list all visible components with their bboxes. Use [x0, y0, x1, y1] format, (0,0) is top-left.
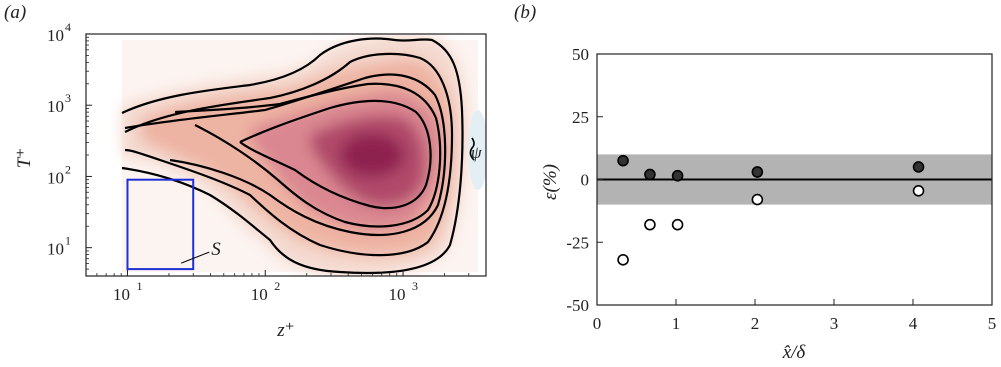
- x-tick-label-b-1: 1: [672, 314, 681, 333]
- y-tick-exp-a-2: 3: [65, 91, 71, 105]
- density-peak: [340, 133, 404, 177]
- x-tick-exp-a-1: 2: [274, 279, 280, 293]
- contour-lines: [121, 37, 464, 275]
- filled-point-3: [751, 166, 764, 178]
- annotation-psi: ψ: [471, 143, 482, 162]
- panel-a: (a) ψ: [4, 2, 487, 341]
- y-tick-label-a-1: 10: [47, 168, 64, 187]
- x-tick-label-b-4: 4: [909, 314, 918, 333]
- y-tick-exp-a-1: 2: [65, 162, 71, 176]
- panel-a-label: (a): [4, 2, 26, 23]
- y-tick-label-b-3: -25: [566, 233, 589, 252]
- x-tick-label-b-0: 0: [593, 314, 602, 333]
- y-tick-label-b-4: -50: [566, 296, 589, 315]
- data-points: [617, 154, 925, 266]
- heatmap: ψ S: [86, 34, 486, 276]
- x-tick-exp-a-2: 3: [412, 279, 418, 293]
- x-tick-label-a-1: 10: [251, 285, 268, 304]
- y-tick-exp-a-3: 4: [65, 20, 71, 34]
- region-s-box: [126, 178, 195, 271]
- x-tick-exp-a-0: 1: [136, 279, 142, 293]
- contour-outer: [121, 37, 464, 275]
- open-point-0: [617, 254, 629, 266]
- x-axis-b: 0 1 2 3 4 5: [593, 299, 997, 333]
- y-tick-label-b-2: 0: [581, 171, 590, 190]
- contour-inner: [239, 99, 432, 210]
- region-s-label: S: [211, 239, 221, 260]
- y-axis-label-a: T⁺: [14, 148, 35, 169]
- x-tick-label-b-2: 2: [751, 314, 760, 333]
- y-tick-exp-a-0: 1: [65, 234, 71, 248]
- open-point-1: [644, 218, 656, 231]
- region-s-leader: [181, 251, 210, 264]
- filled-point-2: [671, 169, 684, 182]
- open-point-2: [671, 218, 684, 231]
- y-axis-b: 50 25 0 -25 -50: [566, 45, 603, 315]
- squiggle-mark: [469, 137, 475, 161]
- contour-3: [124, 73, 447, 237]
- y-tick-label-a-3: 10: [47, 26, 64, 45]
- x-tick-label-b-5: 5: [988, 314, 997, 333]
- x-axis-label-b: x̂/δ: [782, 342, 807, 363]
- y-tick-label-b-1: 25: [572, 108, 589, 127]
- filled-point-4: [912, 161, 925, 173]
- open-point-3: [751, 193, 764, 206]
- filled-point-0: [617, 154, 629, 167]
- contour-4: [174, 82, 442, 228]
- panel-b-label: (b): [514, 2, 536, 23]
- negative-density-patch: [468, 110, 486, 190]
- panel-b: (b) 0 1 2 3 4 5 50 25 0 -25 -50 x̂/δ ε(%): [514, 2, 996, 363]
- contour-2: [124, 52, 454, 257]
- y-axis-label-b: ε(%): [540, 164, 561, 200]
- x-axis-label-a: z⁺: [276, 320, 294, 341]
- x-tick-label-a-2: 10: [389, 285, 406, 304]
- x-tick-label-b-3: 3: [830, 314, 839, 333]
- filled-point-1: [644, 168, 656, 181]
- y-tick-label-a-2: 10: [47, 97, 64, 116]
- open-point-4: [912, 184, 925, 197]
- y-tick-label-b-0: 50: [572, 45, 589, 64]
- x-tick-label-a-0: 10: [113, 285, 130, 304]
- x-axis-a: 10 1 10 2 10 3: [96, 270, 470, 304]
- y-tick-label-a-0: 10: [47, 240, 64, 259]
